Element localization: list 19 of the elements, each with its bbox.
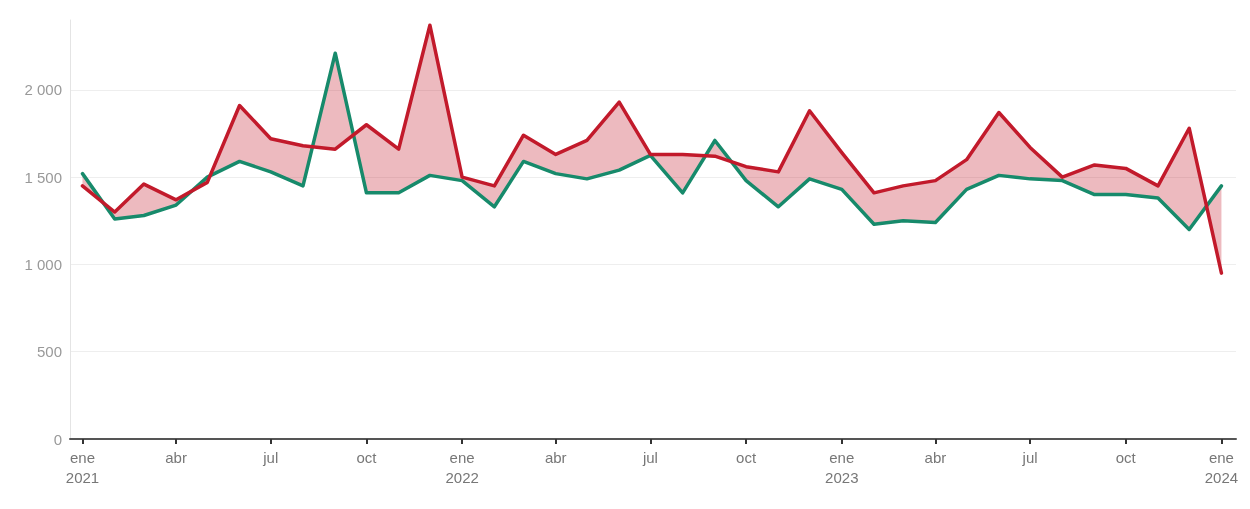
y-tick-label: 1 500: [24, 168, 62, 186]
x-tick-label: ene 2024: [1204, 448, 1239, 486]
x-tick-label: jul: [641, 448, 658, 466]
x-tick-label: ene 2023: [825, 448, 859, 486]
x-tick-label: abr: [924, 448, 947, 466]
x-tick-label: jul: [262, 448, 279, 466]
y-tick-label: 1 000: [24, 255, 62, 273]
x-tick-label: ene 2021: [65, 448, 100, 486]
y-tick-label: 2 000: [24, 81, 62, 99]
y-tick-label: 0: [53, 430, 62, 448]
x-tick-label: jul: [1021, 448, 1038, 466]
x-tick-label: oct: [1115, 448, 1137, 466]
x-tick-label: ene 2022: [445, 448, 479, 486]
x-tick-label: oct: [736, 448, 757, 466]
line-series: [80, 51, 1224, 232]
x-tick-label: abr: [544, 448, 567, 466]
y-tick-label: 500: [36, 343, 62, 361]
x-tick-label: oct: [356, 448, 378, 466]
x-tick-label: abr: [165, 448, 187, 466]
